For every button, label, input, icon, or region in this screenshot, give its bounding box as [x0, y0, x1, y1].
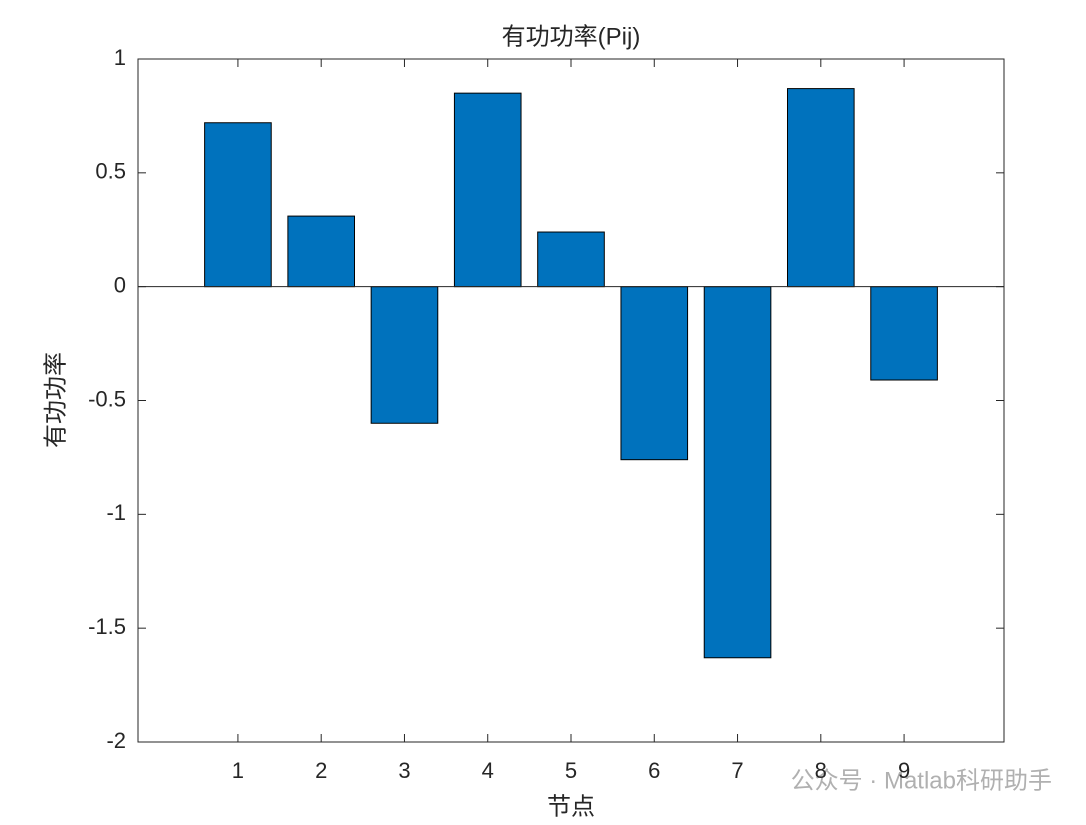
bar — [370, 286, 439, 424]
x-tick-label: 2 — [315, 758, 327, 783]
chart-title: 有功功率(Pij) — [502, 23, 641, 50]
bar — [703, 286, 772, 659]
bar — [537, 231, 605, 288]
y-tick-label: 0.5 — [95, 159, 126, 184]
x-tick-label: 5 — [565, 758, 577, 783]
bar — [787, 88, 855, 288]
y-tick-label: 1 — [114, 45, 126, 70]
y-tick-label: 0 — [114, 272, 126, 297]
bar — [870, 286, 938, 381]
y-tick-label: -2 — [106, 728, 126, 753]
y-axis-label: 有功功率 — [42, 352, 69, 448]
x-axis-label: 节点 — [547, 793, 595, 820]
x-tick-label: 6 — [648, 758, 660, 783]
x-tick-label: 3 — [398, 758, 410, 783]
y-tick-label: -0.5 — [88, 386, 126, 411]
bar — [204, 122, 272, 288]
x-tick-label: 4 — [482, 758, 494, 783]
x-tick-label: 8 — [815, 758, 827, 783]
bar — [453, 92, 522, 288]
bar — [620, 286, 689, 461]
x-tick-label: 7 — [731, 758, 743, 783]
bar — [287, 215, 355, 288]
watermark: 公众号 · Matlab科研助手 — [791, 767, 1052, 794]
y-tick-label: -1 — [106, 500, 126, 525]
y-tick-label: -1.5 — [88, 614, 126, 639]
x-tick-label: 1 — [232, 758, 244, 783]
x-tick-label: 9 — [898, 758, 910, 783]
